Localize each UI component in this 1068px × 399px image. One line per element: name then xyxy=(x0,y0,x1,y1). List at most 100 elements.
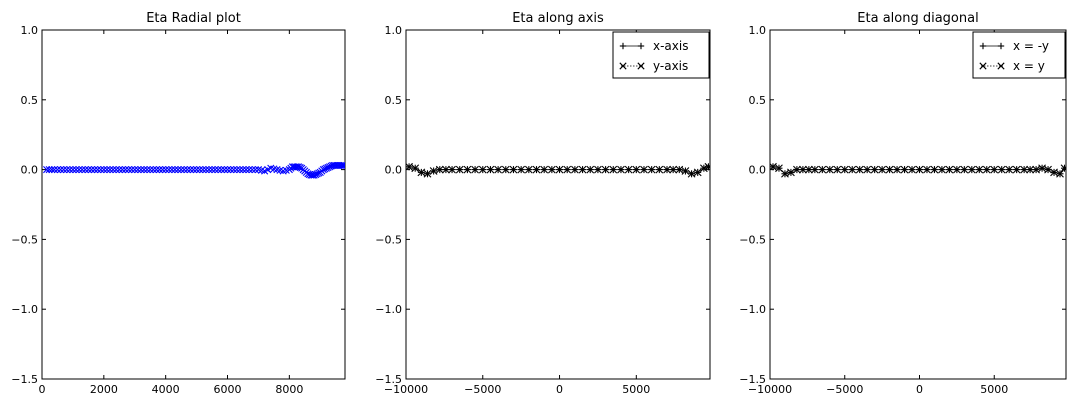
data-point xyxy=(833,165,842,174)
data-point xyxy=(945,165,954,174)
data-point xyxy=(804,165,813,174)
data-point-stroke-b xyxy=(48,166,56,174)
data-point xyxy=(793,165,801,174)
data-point xyxy=(632,165,641,174)
data-point xyxy=(624,165,633,174)
data-point-stroke-b xyxy=(478,165,487,174)
data-point-stroke-b xyxy=(217,166,225,174)
data-point-stroke-b xyxy=(1060,165,1066,173)
x-tick-label: 0 xyxy=(39,383,46,396)
data-point-stroke-b xyxy=(257,166,266,174)
data-point xyxy=(103,166,111,174)
data-point-stroke-b xyxy=(87,166,96,174)
legend-box xyxy=(972,31,1066,79)
data-point-stroke-b xyxy=(781,169,789,178)
data-point xyxy=(463,165,472,174)
data-point xyxy=(990,165,999,174)
data-point-stroke-b xyxy=(152,166,160,174)
data-point-stroke-b xyxy=(632,165,641,174)
data-point-stroke-b xyxy=(171,166,179,174)
data-point xyxy=(704,162,710,171)
data-point-stroke-b xyxy=(915,165,924,174)
data-point-stroke-b xyxy=(97,166,105,174)
data-point xyxy=(517,165,526,174)
data-point xyxy=(1050,168,1058,177)
data-point xyxy=(171,166,179,174)
data-point-stroke-b xyxy=(455,165,464,174)
data-point-stroke-b xyxy=(617,165,625,174)
data-point-stroke-b xyxy=(168,166,176,174)
data-point-stroke-b xyxy=(900,165,909,174)
y-tick-label: 1.0 xyxy=(749,24,767,37)
data-point xyxy=(338,161,345,170)
panel-2-title: Eta along axis xyxy=(512,11,604,26)
data-point xyxy=(245,166,253,174)
data-point-stroke-b xyxy=(338,161,345,170)
data-point-stroke-b xyxy=(833,165,842,174)
series-2 xyxy=(406,162,710,178)
legend-marker xyxy=(997,62,1005,70)
data-point-stroke-b xyxy=(208,166,216,174)
data-point xyxy=(471,165,479,174)
data-point-stroke-b xyxy=(624,165,633,174)
data-point xyxy=(429,167,438,175)
data-point-stroke-b xyxy=(205,166,213,174)
data-point xyxy=(509,165,518,174)
data-point-stroke-b xyxy=(594,165,602,174)
data-point xyxy=(586,165,595,174)
data-point-stroke-b xyxy=(267,164,275,172)
data-point xyxy=(675,165,684,174)
data-point xyxy=(863,165,872,174)
x-tick-label: 4000 xyxy=(152,383,180,396)
data-point xyxy=(787,168,795,177)
data-point-stroke-b xyxy=(1005,165,1014,174)
data-point xyxy=(66,166,74,174)
panel-1: Eta Radial plot 1.0 0.5 0.0 −0.5 −1.0 −1.50 200… xyxy=(11,11,346,396)
x-tick-label: 8000 xyxy=(275,383,303,396)
data-point-stroke-b xyxy=(1050,168,1058,177)
legend-marker xyxy=(619,62,627,70)
data-point xyxy=(220,166,229,174)
y-tick-label: 1.0 xyxy=(21,24,39,37)
legend-marker xyxy=(619,42,627,50)
data-point-stroke-b xyxy=(878,165,887,174)
data-point xyxy=(930,165,939,174)
legend-marker xyxy=(637,62,645,70)
data-point xyxy=(236,166,244,174)
data-point xyxy=(693,168,702,177)
legend-label: x = y xyxy=(1013,59,1045,73)
data-point xyxy=(174,166,182,174)
legend-label: y-axis xyxy=(653,59,688,73)
data-point xyxy=(165,166,173,174)
data-point-stroke-b xyxy=(245,166,253,174)
data-point-stroke-b xyxy=(146,166,154,174)
legend-marker xyxy=(979,62,987,70)
data-point-stroke-b xyxy=(863,165,872,174)
data-point-stroke-b xyxy=(770,162,777,171)
data-point xyxy=(180,166,188,174)
data-point xyxy=(840,165,849,174)
data-point xyxy=(339,161,345,170)
data-point-stroke-b xyxy=(975,165,984,174)
data-point-stroke-b xyxy=(997,165,1006,174)
data-point xyxy=(211,166,219,174)
legend-entry: x = y xyxy=(979,59,1045,73)
data-point-stroke-b xyxy=(840,165,849,174)
y-tick-label: −1.5 xyxy=(11,373,38,386)
data-point-stroke-b xyxy=(435,165,444,174)
data-point xyxy=(825,165,834,174)
legend-marker-stroke-b xyxy=(637,62,645,70)
data-point xyxy=(1044,165,1052,174)
series-2 xyxy=(770,162,1066,178)
data-point-stroke-b xyxy=(578,165,587,174)
data-point xyxy=(233,166,241,174)
x-tick-label: −10000 xyxy=(384,383,428,396)
data-point-stroke-b xyxy=(45,166,53,174)
data-point-stroke-b xyxy=(180,166,188,174)
data-point xyxy=(84,166,92,174)
data-point xyxy=(217,166,225,174)
data-point xyxy=(781,169,789,178)
data-point-stroke-b xyxy=(230,166,238,174)
data-point-stroke-b xyxy=(442,165,450,174)
data-point-stroke-b xyxy=(109,166,117,174)
